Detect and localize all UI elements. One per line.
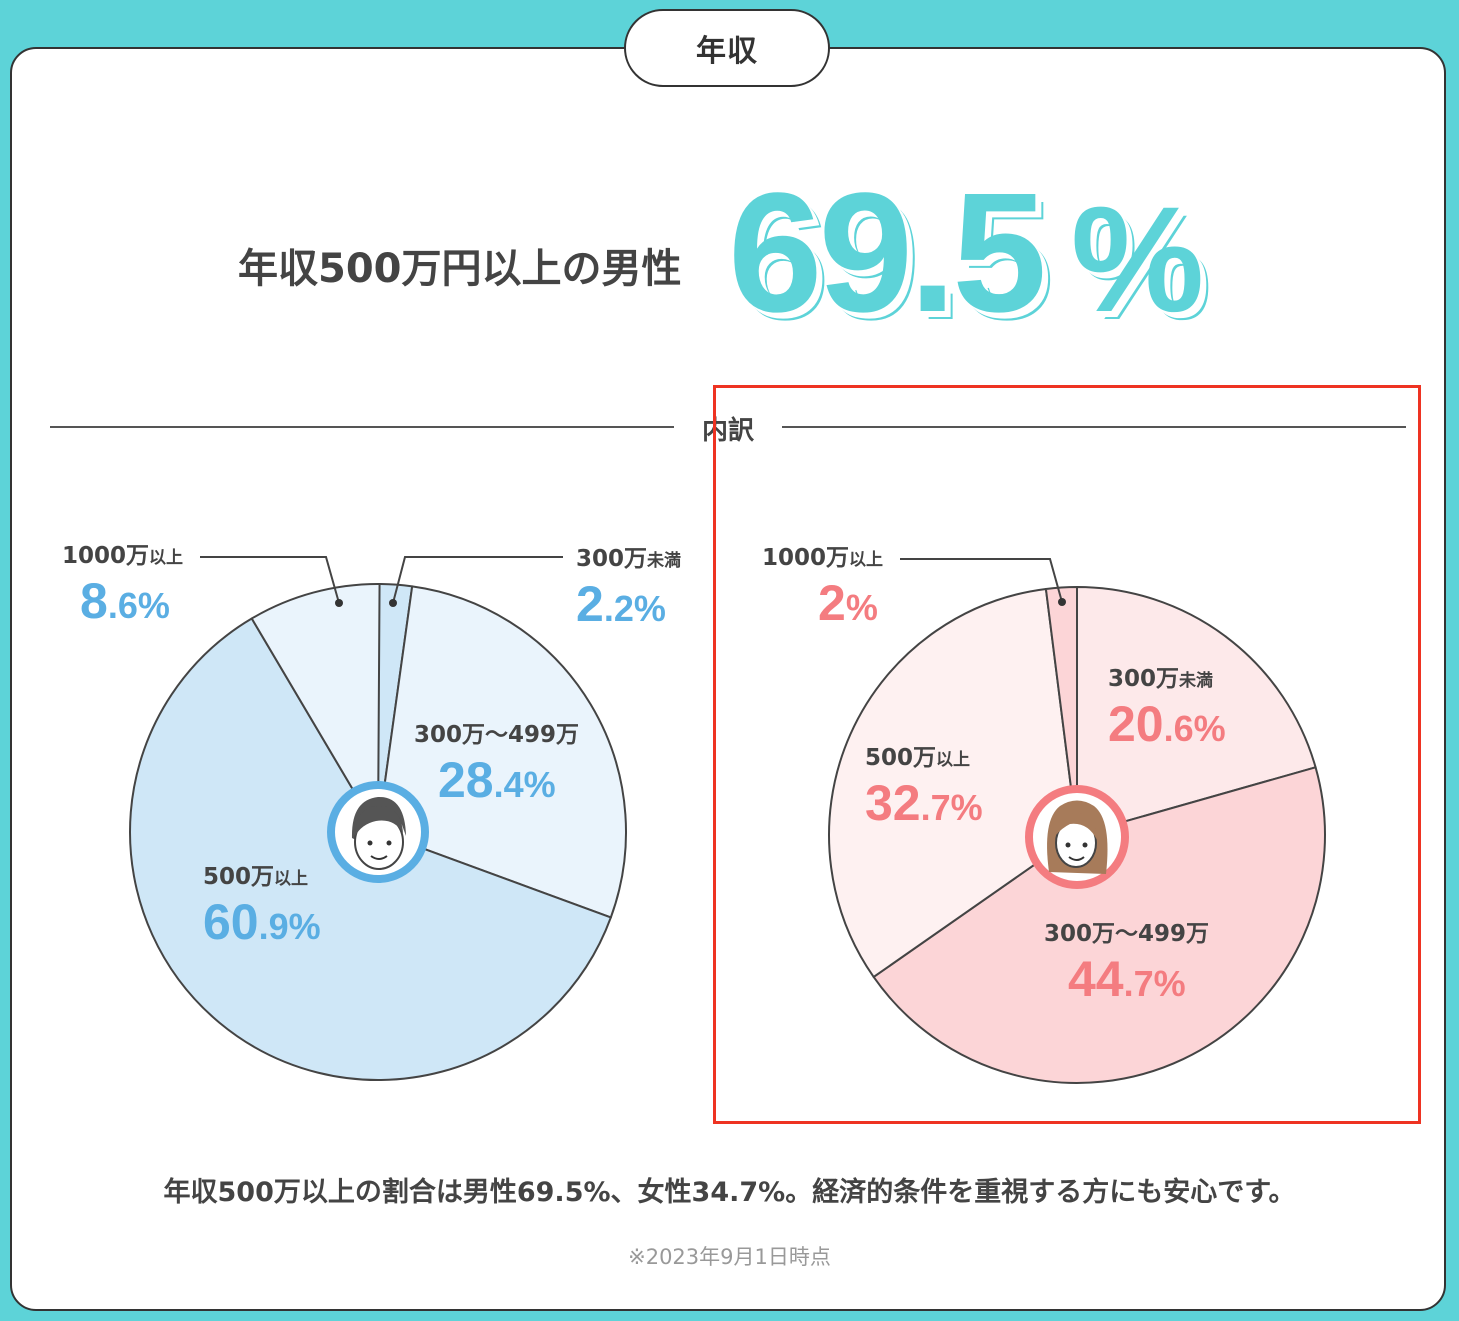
male-value-1000man-ijo-int: 8 <box>80 573 108 629</box>
divider-left <box>50 426 674 428</box>
female-label-1000man-ijo: 1000万以上 2% <box>762 545 884 631</box>
female-label-500man-ijo: 500万以上 32.7% <box>865 745 983 831</box>
male-value-500man-ijo-dec: .9 <box>258 906 289 947</box>
woman-face-icon <box>1025 785 1129 889</box>
male-value-300-499man-dec: .4 <box>493 764 524 805</box>
female-value-300man-miman-dec: .6 <box>1163 708 1194 749</box>
male-value-300man-miman-unit: % <box>633 588 666 629</box>
male-value-1000man-ijo-unit: % <box>137 585 170 626</box>
male-leader-300man-miman-dot <box>389 599 397 607</box>
male-leader-1000man-ijo-dot <box>335 599 343 607</box>
male-value-1000man-ijo-dec: .6 <box>107 585 138 626</box>
male-value-500man-ijo-unit: % <box>288 906 321 947</box>
male-label-1000man-ijo-sub: 以上 <box>149 548 184 568</box>
headline-value-dec: .5 <box>909 158 1047 348</box>
male-value-300-499man-int: 28 <box>438 752 494 808</box>
female-label-300-499man: 300万〜499万 44.7% <box>1044 921 1210 1007</box>
headline-unit: % <box>1070 175 1205 343</box>
date-note: ※2023年9月1日時点 <box>628 1245 831 1269</box>
male-label-300-499man-cat: 300万〜499万 <box>414 722 580 748</box>
female-label-300man-miman: 300万未満 20.6% <box>1108 666 1226 752</box>
male-value-300man-miman-int: 2 <box>576 576 604 632</box>
male-label-1000man-ijo-cat: 1000万 <box>62 543 150 569</box>
female-value-300-499man-dec: .7 <box>1123 963 1154 1004</box>
man-face-icon <box>327 781 429 883</box>
female-label-500man-ijo-cat: 500万 <box>865 745 937 771</box>
female-slice-300man-499man <box>872 766 1326 1084</box>
female-value-300-499man-unit: % <box>1153 963 1186 1004</box>
female-value-500man-ijo-int: 32 <box>865 775 921 831</box>
male-slice-1000man-ijo <box>250 582 381 833</box>
divider-right <box>782 426 1406 428</box>
female-slice-500man-ijo <box>828 587 1078 978</box>
male-label-500man-ijo-cat: 500万 <box>203 864 275 890</box>
female-value-300man-miman-unit: % <box>1193 708 1226 749</box>
male-leader-300man-miman <box>392 556 563 604</box>
female-value-1000man-ijo-int: 2 <box>818 575 846 631</box>
female-value-300man-miman-int: 20 <box>1108 696 1164 752</box>
female-value-1000man-ijo-unit: % <box>845 587 878 628</box>
headline-value-int: 69 <box>728 158 913 348</box>
headline-label: 年収500万円以上の男性 <box>238 246 682 292</box>
male-label-500man-ijo: 500万以上 60.9% <box>203 864 321 950</box>
male-value-500man-ijo-int: 60 <box>203 894 259 950</box>
female-leader-1000man-ijo-dot <box>1058 598 1066 606</box>
male-value-300man-miman-dec: .2 <box>603 588 634 629</box>
male-label-1000man-ijo: 1000万以上 8.6% <box>62 543 184 629</box>
female-label-300man-miman-sub: 未満 <box>1179 671 1214 691</box>
female-label-300-499man-cat: 300万〜499万 <box>1044 921 1210 947</box>
male-label-300man-miman: 300万未満 2.2% <box>576 546 682 632</box>
female-label-300man-miman-cat: 300万 <box>1108 666 1180 692</box>
female-value-300-499man-int: 44 <box>1068 951 1124 1007</box>
female-label-500man-ijo-sub: 以上 <box>936 750 971 770</box>
female-label-1000man-ijo-cat: 1000万 <box>762 545 850 571</box>
female-highlight-box <box>713 385 1421 1124</box>
male-label-300man-miman-sub: 未満 <box>647 551 682 571</box>
female-leader-1000man-ijo <box>900 558 1063 603</box>
male-label-300-499man: 300万〜499万 28.4% <box>414 722 580 808</box>
female-slice-1000man-ijo <box>1044 586 1078 836</box>
section-title: 年収 <box>624 9 830 87</box>
headline-value: 69.5% <box>728 155 1204 348</box>
divider-label: 内訳 <box>701 416 754 446</box>
female-slice-300man-miman <box>1076 586 1317 836</box>
male-slice-300man-499man <box>377 585 627 919</box>
male-leader-1000man-ijo <box>200 556 340 604</box>
female-value-500man-ijo-dec: .7 <box>920 787 951 828</box>
female-pie-chart <box>828 586 1326 1084</box>
female-value-500man-ijo-unit: % <box>950 787 983 828</box>
male-value-300-499man-unit: % <box>523 764 556 805</box>
male-label-500man-ijo-sub: 以上 <box>274 869 309 889</box>
female-label-1000man-ijo-sub: 以上 <box>849 550 884 570</box>
male-label-300man-miman-cat: 300万 <box>576 546 648 572</box>
leader-lines <box>200 556 1066 607</box>
summary-text: 年収500万以上の割合は男性69.5%、女性34.7%。経済的条件を重視する方に… <box>163 1177 1296 1208</box>
